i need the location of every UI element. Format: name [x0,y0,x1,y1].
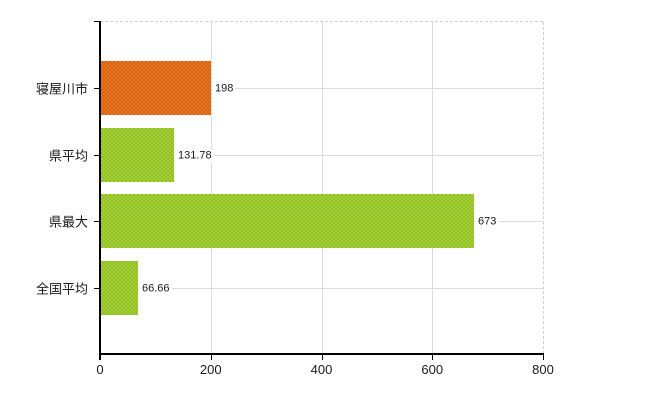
category-label: 県最大 [48,214,88,230]
y-axis-tick [94,88,99,90]
x-axis-tick [543,355,544,360]
category-label: 県平均 [48,148,88,164]
v-gridline [321,22,323,354]
x-axis-tick-label: 200 [199,362,222,377]
x-axis-tick-label: 0 [96,362,104,377]
bar [101,260,138,315]
y-axis-tick [94,287,99,289]
bar-value-label: 131.78 [175,149,214,163]
h-gridline [100,88,543,90]
x-axis-tick [321,355,323,360]
x-axis-tick-label: 800 [532,362,554,377]
h-gridline [100,287,543,289]
bar-value-label: 198 [212,82,236,96]
bar [101,127,174,182]
v-gridline [432,22,434,354]
h-gridline [100,154,543,156]
x-axis-tick-label: 400 [310,362,333,377]
y-axis-tick [94,221,99,223]
v-gridline [210,22,212,354]
bar [101,61,211,116]
bar-value-label: 673 [475,215,499,229]
y-axis-line [99,21,101,360]
y-axis-tick [94,154,99,156]
bar-value-label: 66.66 [139,282,172,296]
x-axis-line [99,353,544,355]
x-axis-tick [432,355,434,360]
category-label: 全国平均 [35,281,88,297]
plot-right-border [543,22,544,354]
x-axis-tick [210,355,212,360]
bar [101,194,474,249]
category-label: 寝屋川市 [35,81,88,97]
y-axis-top-tick [94,21,99,22]
x-axis-tick-label: 600 [421,362,444,377]
plot-top-border [100,21,543,22]
